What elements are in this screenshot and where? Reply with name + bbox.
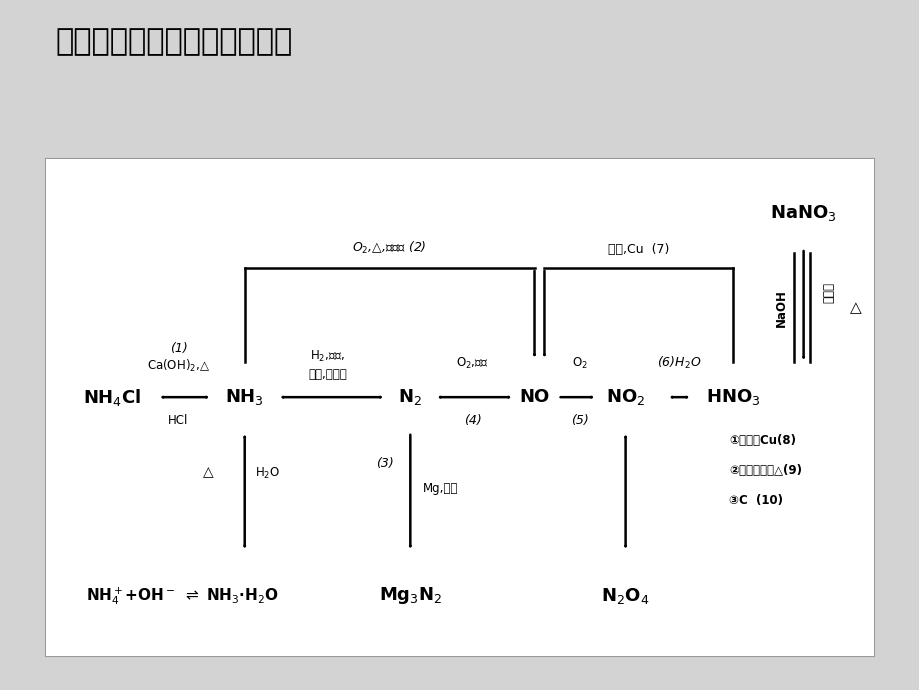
Text: △: △ — [202, 466, 213, 480]
Text: 学生自己构建本单元知识网络: 学生自己构建本单元知识网络 — [55, 28, 292, 57]
Text: 高压,催化剂: 高压,催化剂 — [308, 368, 346, 382]
Text: ③C  (10): ③C (10) — [729, 494, 782, 507]
Text: 稀酸,Cu  (7): 稀酸,Cu (7) — [607, 243, 669, 255]
Text: ②见光分解或△(9): ②见光分解或△(9) — [729, 464, 801, 477]
Text: NO: NO — [519, 388, 549, 406]
Text: (1): (1) — [169, 342, 187, 355]
Text: NH$_4^+$+OH$^-$ $\rightleftharpoons$ NH$_3$·H$_2$O: NH$_4^+$+OH$^-$ $\rightleftharpoons$ NH$… — [86, 585, 278, 607]
Text: HCl: HCl — [168, 415, 188, 428]
Text: N$_2$O$_4$: N$_2$O$_4$ — [601, 586, 649, 606]
Text: H$_2$O: H$_2$O — [255, 466, 279, 481]
Text: Mg$_3$N$_2$: Mg$_3$N$_2$ — [379, 585, 441, 607]
Text: (5): (5) — [571, 415, 588, 428]
Text: O$_2$,△,催化剂 (2): O$_2$,△,催化剂 (2) — [352, 239, 426, 255]
Text: HNO$_3$: HNO$_3$ — [705, 387, 760, 407]
Text: H$_2$,高温,: H$_2$,高温, — [310, 349, 345, 364]
Text: 浓硫酸: 浓硫酸 — [821, 282, 834, 304]
Text: (6)H$_2$O: (6)H$_2$O — [656, 355, 701, 371]
Text: NH$_4$Cl: NH$_4$Cl — [83, 386, 142, 408]
Text: NaNO$_3$: NaNO$_3$ — [769, 204, 836, 224]
Text: Mg,点燃: Mg,点燃 — [423, 482, 458, 495]
Text: ①浓酸，Cu(8): ①浓酸，Cu(8) — [729, 435, 795, 447]
Text: N$_2$: N$_2$ — [398, 387, 422, 407]
Text: Ca(OH)$_2$,△: Ca(OH)$_2$,△ — [147, 358, 210, 374]
Text: O$_2$,放电: O$_2$,放电 — [456, 356, 488, 371]
Text: (3): (3) — [376, 457, 393, 470]
Text: NO$_2$: NO$_2$ — [606, 387, 644, 407]
Text: NaOH: NaOH — [774, 289, 787, 326]
Text: (4): (4) — [463, 415, 481, 428]
Text: O$_2$: O$_2$ — [572, 356, 587, 371]
Text: △: △ — [849, 300, 861, 315]
Text: NH$_3$: NH$_3$ — [225, 387, 264, 407]
